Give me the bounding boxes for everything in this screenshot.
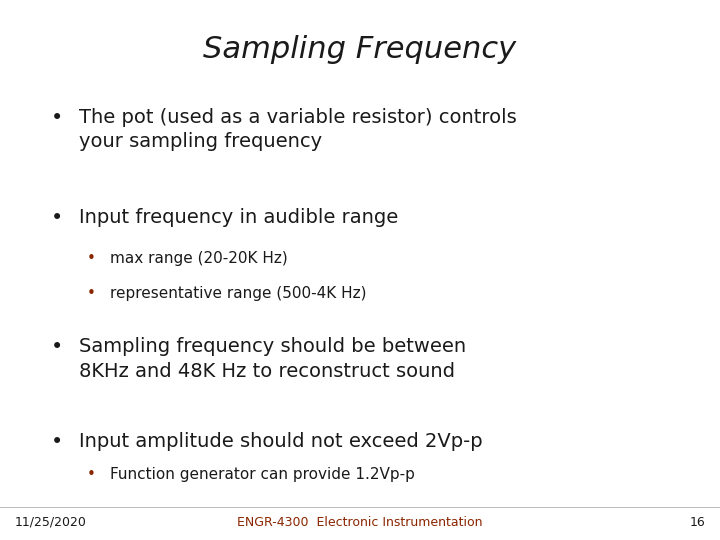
Text: •: • bbox=[50, 338, 63, 357]
Text: •: • bbox=[50, 108, 63, 128]
Text: ENGR-4300  Electronic Instrumentation: ENGR-4300 Electronic Instrumentation bbox=[238, 516, 482, 529]
Text: •: • bbox=[50, 208, 63, 228]
Text: Function generator can provide 1.2Vp-p: Function generator can provide 1.2Vp-p bbox=[110, 467, 415, 482]
Text: Input frequency in audible range: Input frequency in audible range bbox=[79, 208, 398, 227]
Text: 11/25/2020: 11/25/2020 bbox=[14, 516, 86, 529]
Text: Sampling Frequency: Sampling Frequency bbox=[204, 35, 516, 64]
Text: •: • bbox=[86, 286, 95, 301]
Text: Input amplitude should not exceed 2Vp-p: Input amplitude should not exceed 2Vp-p bbox=[79, 432, 483, 451]
Text: •: • bbox=[86, 467, 95, 482]
Text: •: • bbox=[50, 432, 63, 452]
Text: The pot (used as a variable resistor) controls
your sampling frequency: The pot (used as a variable resistor) co… bbox=[79, 108, 517, 151]
Text: max range (20-20K Hz): max range (20-20K Hz) bbox=[110, 251, 288, 266]
Text: •: • bbox=[86, 251, 95, 266]
Text: representative range (500-4K Hz): representative range (500-4K Hz) bbox=[110, 286, 366, 301]
Text: 16: 16 bbox=[690, 516, 706, 529]
Text: Sampling frequency should be between
8KHz and 48K Hz to reconstruct sound: Sampling frequency should be between 8KH… bbox=[79, 338, 467, 381]
